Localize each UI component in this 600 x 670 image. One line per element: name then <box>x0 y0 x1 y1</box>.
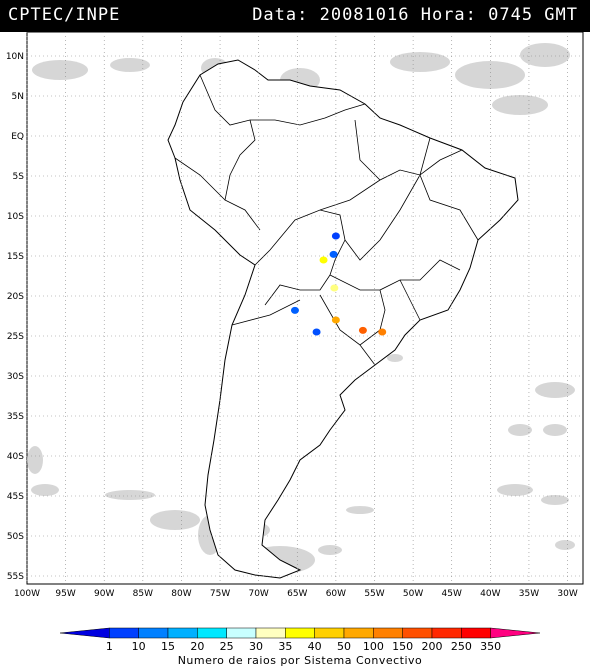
colorbar-label: 150 <box>392 640 413 653</box>
date-time-stamp: Data: 20081016 Hora: 0745 GMT <box>252 5 578 25</box>
colorbar-segment <box>314 627 345 639</box>
colorbar-segment <box>490 627 541 639</box>
latitude-labels: 10N 5N EQ 5S 10S 15S 20S 25S 30S 35S 40S 45S 50S 55S <box>6 52 24 582</box>
colorbar-segment <box>138 627 169 639</box>
longitude-labels: 100W 95W 90W 85W 80W 75W 70W 65W 60W 55W 50W 45W 40W… <box>14 589 578 599</box>
lon-tick-label: 70W <box>248 589 268 599</box>
colorbar-label: 40 <box>308 640 322 653</box>
lat-tick-label: EQ <box>11 132 24 142</box>
lon-tick-label: 60W <box>326 589 346 599</box>
lat-tick-label: 55S <box>7 572 24 582</box>
lon-tick-label: 75W <box>210 589 230 599</box>
lon-tick-label: 35W <box>519 589 539 599</box>
colorbar-label: 1 <box>106 640 113 653</box>
lon-tick-label: 95W <box>55 589 75 599</box>
header-bar: CPTEC/INPE Data: 20081016 Hora: 0745 GMT <box>0 0 590 32</box>
lat-tick-label: 5S <box>13 172 25 182</box>
lat-tick-label: 5N <box>12 92 24 102</box>
lat-tick-label: 30S <box>7 372 24 382</box>
lon-tick-label: 30W <box>557 589 577 599</box>
colorbar-label: 15 <box>161 640 175 653</box>
colorbar-label: 200 <box>422 640 443 653</box>
lon-tick-label: 90W <box>94 589 114 599</box>
convective-clusters <box>290 232 387 336</box>
convective-cluster <box>330 284 339 292</box>
lat-tick-label: 35S <box>7 412 24 422</box>
lon-tick-label: 40W <box>480 589 500 599</box>
colorbar-label: 250 <box>451 640 472 653</box>
convective-cluster <box>378 328 387 336</box>
lat-tick-label: 45S <box>7 492 24 502</box>
colorbar-segment <box>197 627 227 639</box>
colorbar-segment <box>402 627 433 639</box>
colorbar-segment <box>109 627 139 639</box>
colorbar-label: 35 <box>278 640 292 653</box>
colorbar-segment <box>461 627 491 639</box>
lon-tick-label: 65W <box>287 589 307 599</box>
convective-cluster <box>331 232 340 240</box>
colorbar-segment <box>226 627 257 639</box>
colorbar-label: 10 <box>132 640 146 653</box>
lon-tick-label: 45W <box>442 589 462 599</box>
convective-cluster <box>331 316 340 324</box>
colorbar-label: 50 <box>337 640 351 653</box>
country-borders <box>174 74 479 366</box>
colorbar-segment <box>431 627 462 639</box>
convective-cluster <box>312 328 321 336</box>
lon-tick-label: 50W <box>403 589 423 599</box>
lat-tick-label: 10N <box>6 52 24 62</box>
convective-cluster <box>358 326 367 334</box>
lon-tick-label: 85W <box>133 589 153 599</box>
colorbar-label: 350 <box>480 640 501 653</box>
lat-tick-label: 20S <box>7 292 24 302</box>
colorbar-caption: Numero de raios por Sistema Convectivo <box>177 654 423 667</box>
lat-tick-label: 50S <box>7 532 24 542</box>
colorbar-label: 20 <box>190 640 204 653</box>
convective-cluster <box>319 256 328 264</box>
colorbar-segment <box>343 627 374 639</box>
agency-title: CPTEC/INPE <box>8 5 121 25</box>
convective-cluster <box>290 306 299 314</box>
colorbar-label: 100 <box>363 640 384 653</box>
convective-cluster <box>329 250 338 258</box>
lat-tick-label: 15S <box>7 252 24 262</box>
colorbar-segment <box>373 627 403 639</box>
lat-tick-label: 10S <box>7 212 24 222</box>
colorbar-label: 25 <box>220 640 234 653</box>
colorbar-label: 30 <box>249 640 263 653</box>
lon-tick-label: 80W <box>171 589 191 599</box>
colorbar-segment <box>255 627 286 639</box>
colorbar-segment <box>167 627 198 639</box>
colorbar-segment <box>285 627 315 639</box>
lat-tick-label: 40S <box>7 452 24 462</box>
lon-tick-label: 100W <box>14 589 40 599</box>
south-america-outline <box>167 59 519 579</box>
colorbar-labels: 1 10 15 20 25 30 35 40 50 100 150 200 250 350 <box>106 640 501 653</box>
colorbar <box>59 627 541 639</box>
lat-tick-label: 25S <box>7 332 24 342</box>
lon-tick-label: 55W <box>364 589 384 599</box>
colorbar-segment <box>59 627 110 639</box>
